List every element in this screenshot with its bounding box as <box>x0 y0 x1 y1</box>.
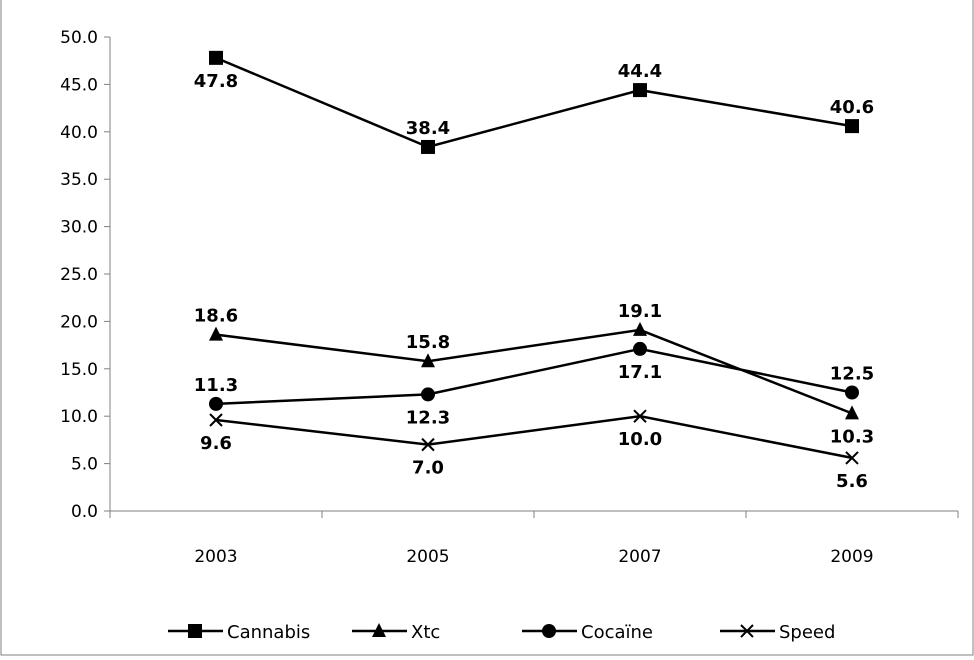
y-tick-label: 10.0 <box>60 407 98 427</box>
data-label-circle: 12.5 <box>830 364 874 385</box>
data-point-x-stroke-b <box>421 437 435 452</box>
data-point-square <box>633 83 647 98</box>
legend-label: Speed <box>779 622 835 643</box>
y-tick-label: 5.0 <box>71 455 98 475</box>
x-tick-label: 2009 <box>830 547 873 567</box>
x-tick-label: 2005 <box>406 547 449 567</box>
legend-marker-square <box>188 624 202 638</box>
data-label-triangle: 15.8 <box>406 332 450 353</box>
data-point-x-stroke-b <box>845 451 859 465</box>
data-label-x: 5.6 <box>836 471 868 492</box>
data-point-circle <box>209 396 223 411</box>
data-point-square <box>209 50 223 65</box>
y-tick-label: 35.0 <box>60 170 98 190</box>
y-tick-label: 0.0 <box>71 502 98 522</box>
data-point-x <box>421 437 435 452</box>
legend-marker-x-stroke-b <box>740 624 754 638</box>
data-point-triangle <box>633 321 647 336</box>
data-point-x-stroke-b <box>209 413 223 427</box>
data-label-circle: 11.3 <box>194 375 238 396</box>
y-tick-label: 30.0 <box>60 218 98 238</box>
legend-item-circle: Cocaïne <box>522 622 653 643</box>
legend-marker-circle <box>542 624 556 638</box>
legend-label: Xtc <box>411 622 440 643</box>
data-point-triangle <box>421 353 435 368</box>
data-label-circle: 12.3 <box>406 407 450 428</box>
y-tick-label: 20.0 <box>60 312 98 332</box>
data-label-square: 38.4 <box>406 118 450 139</box>
legend-label: Cannabis <box>227 622 310 643</box>
legend-label: Cocaïne <box>581 622 653 643</box>
series-line-2 <box>215 347 853 406</box>
data-point-circle <box>421 387 435 402</box>
data-label-triangle: 10.3 <box>830 426 874 447</box>
data-label-x: 9.6 <box>200 433 232 454</box>
legend: Cannabis Xtc Cocaïne Speed <box>168 622 835 643</box>
data-point-triangle <box>209 326 223 341</box>
data-point-x <box>845 451 859 465</box>
data-point-circle <box>845 385 859 400</box>
data-label-x: 10.0 <box>618 429 662 450</box>
data-labels: 47.8 38.4 44.4 40.6 18.6 15.8 19.1 10.3 11.3 12.3… <box>194 61 874 492</box>
data-label-triangle: 18.6 <box>194 306 238 327</box>
y-tick-label: 50.0 <box>60 28 98 48</box>
data-point-x <box>209 413 223 427</box>
data-label-square: 47.8 <box>194 71 238 92</box>
series-line-0 <box>215 56 853 149</box>
data-point-triangle <box>845 405 859 420</box>
y-tick-label: 25.0 <box>60 265 98 285</box>
data-label-triangle: 19.1 <box>618 301 662 322</box>
series-line-3 <box>215 414 853 460</box>
legend-item-triangle: Xtc <box>352 622 440 643</box>
legend-item-square: Cannabis <box>168 622 310 643</box>
series-layer <box>209 50 859 465</box>
data-label-square: 40.6 <box>830 97 874 118</box>
y-tick-label: 40.0 <box>60 123 98 143</box>
data-label-square: 44.4 <box>618 61 662 82</box>
x-tick-label: 2003 <box>194 547 237 567</box>
data-point-circle <box>633 341 647 356</box>
data-point-x <box>633 409 647 423</box>
data-label-x: 7.0 <box>412 458 444 479</box>
axes: 0.0 5.0 10.0 15.0 20.0 25.0 30.0 35.0 40.0 45.0 50… <box>60 28 959 567</box>
x-tick-label: 2007 <box>618 547 661 567</box>
legend-marker-x <box>740 624 754 638</box>
data-point-x-stroke-b <box>633 409 647 423</box>
y-tick-label: 15.0 <box>60 360 98 380</box>
legend-marker-triangle <box>372 623 386 637</box>
y-tick-label: 45.0 <box>60 75 98 95</box>
data-point-square <box>845 119 859 134</box>
legend-item-x: Speed <box>720 622 835 643</box>
data-label-circle: 17.1 <box>618 362 662 383</box>
data-point-square <box>421 139 435 154</box>
